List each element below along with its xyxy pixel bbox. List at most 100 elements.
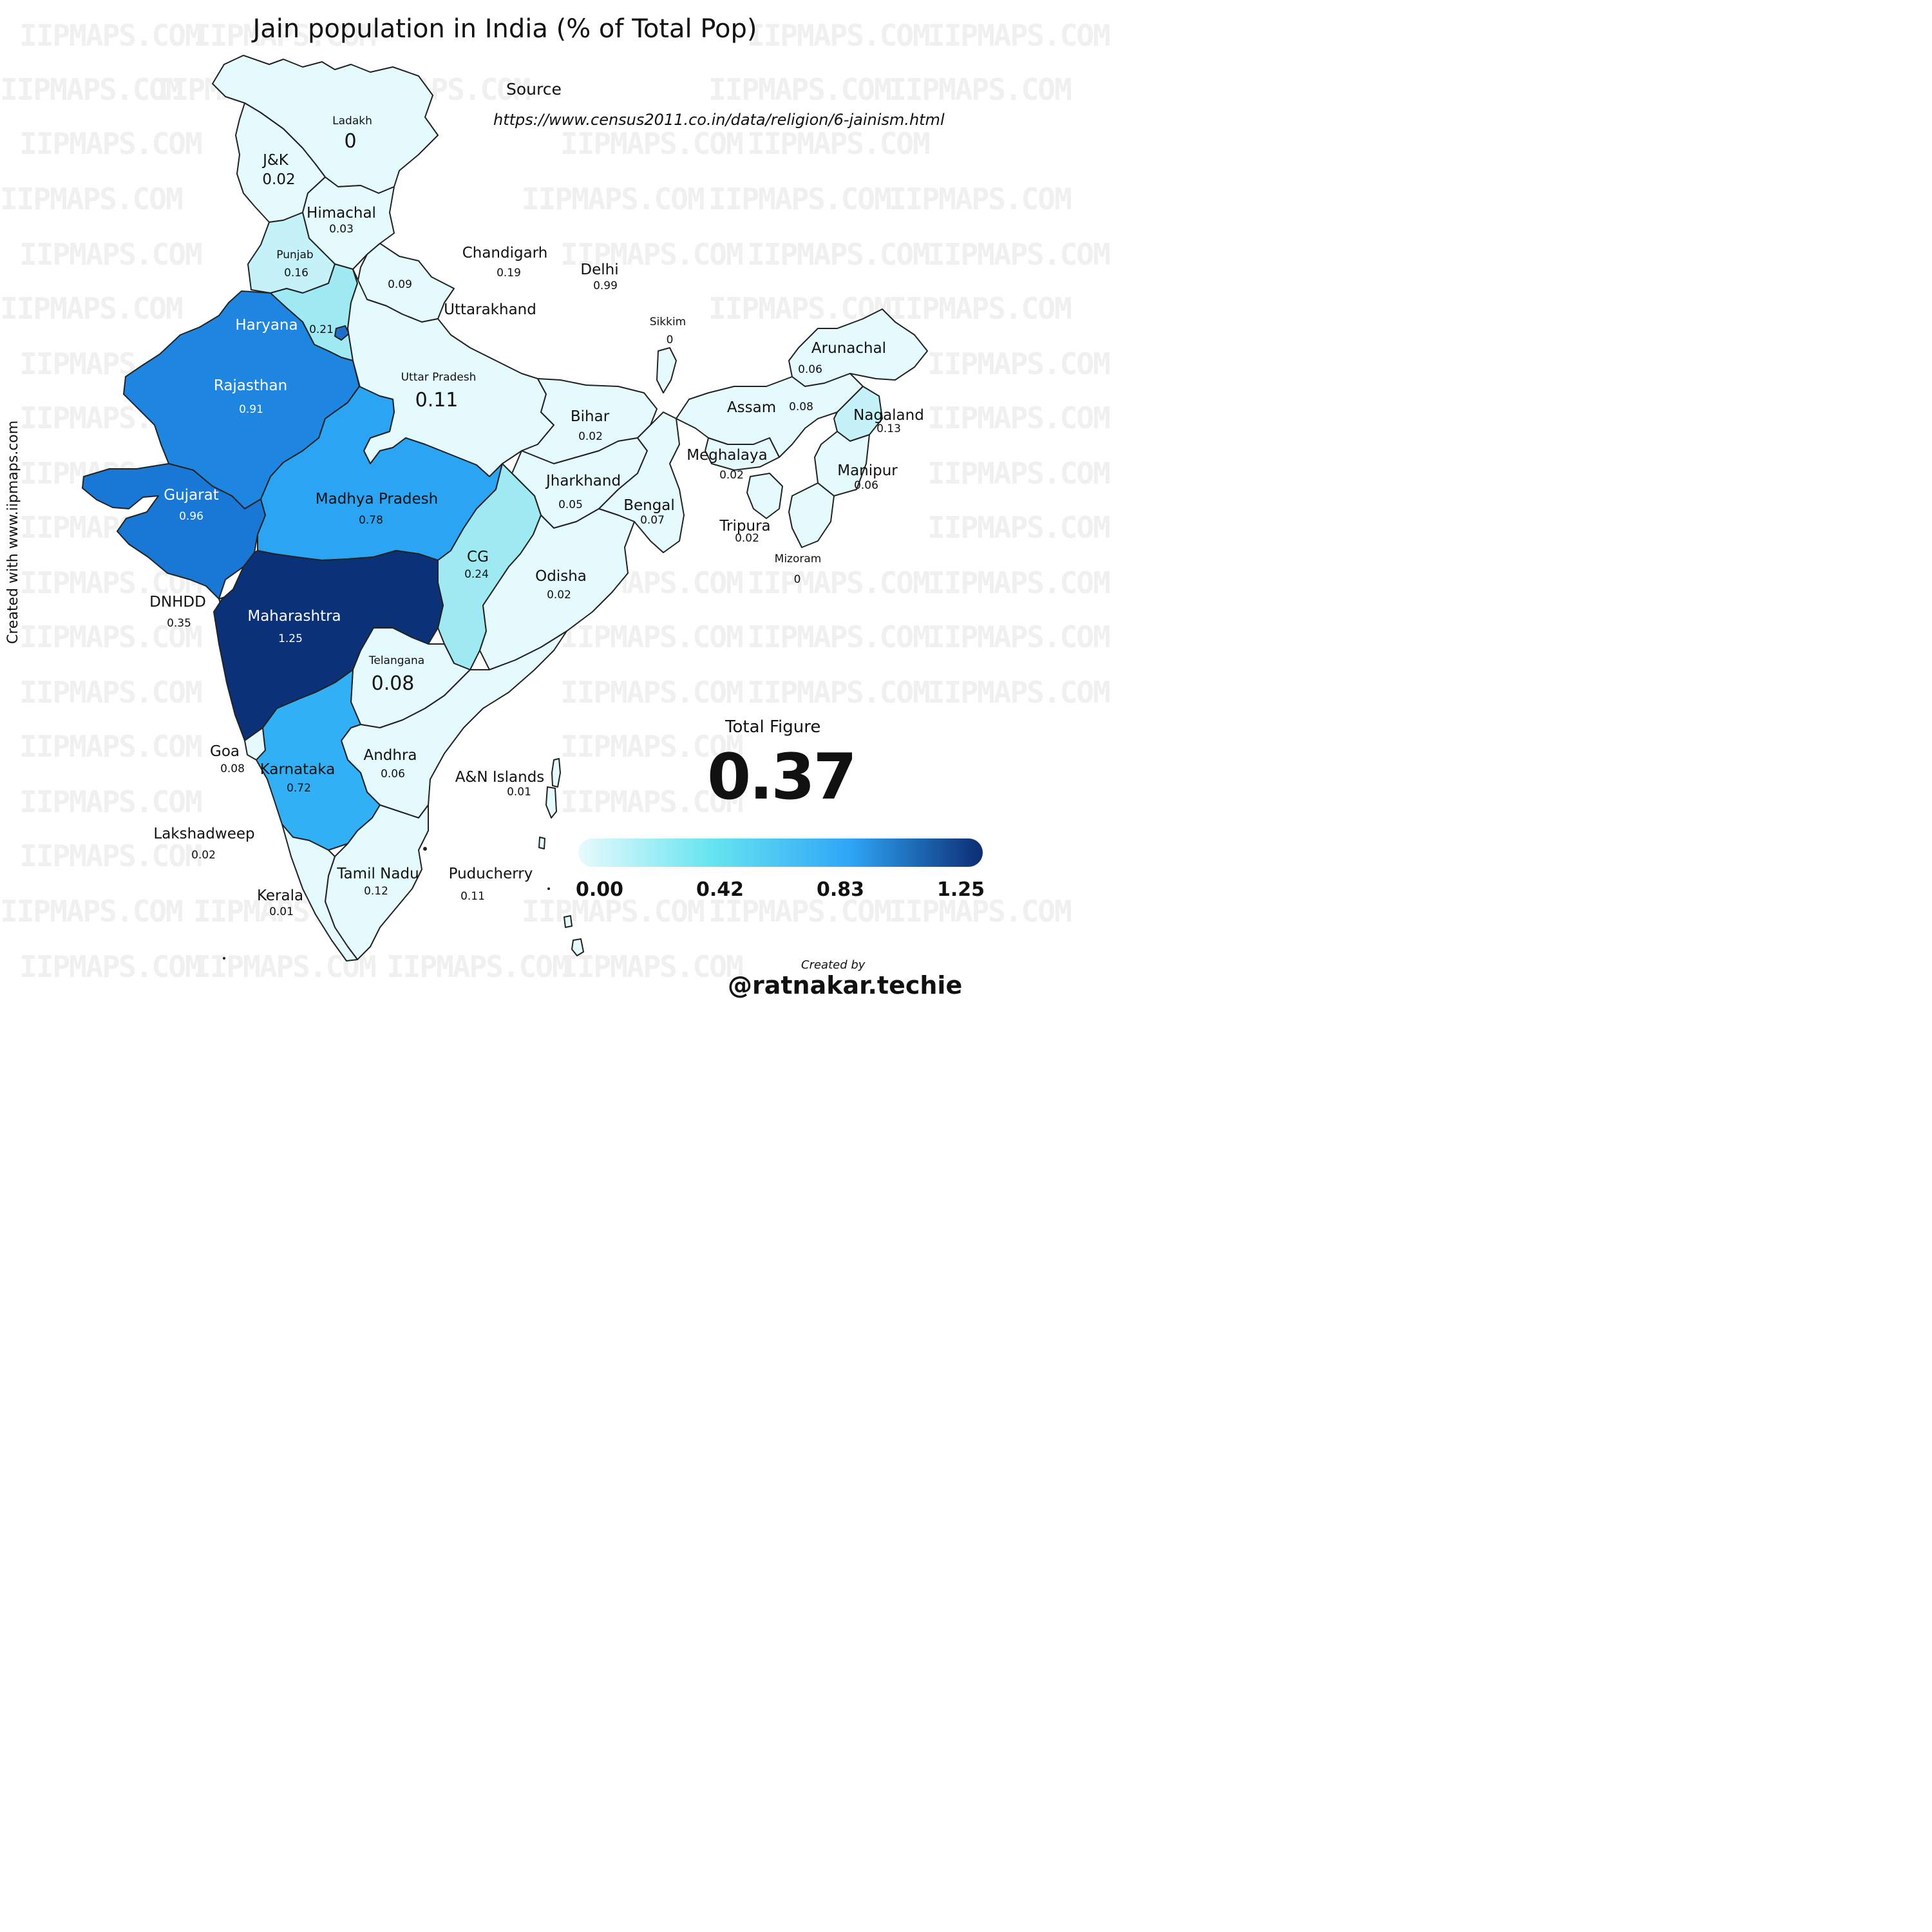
label-nagaland-name: Nagaland <box>853 407 924 424</box>
label-lakshadweep-name: Lakshadweep <box>153 826 255 842</box>
label-an-islands-name: A&N Islands <box>455 769 545 786</box>
label-chandigarh-value: 0.19 <box>497 267 521 279</box>
label-delhi-name: Delhi <box>580 261 619 278</box>
region-bengal[interactable] <box>598 412 685 553</box>
region-an-islands[interactable] <box>538 758 584 956</box>
label-haryana-name: Haryana <box>235 317 298 334</box>
region-manipur[interactable] <box>814 431 870 497</box>
watermark-text: IIPMAPS.COM <box>19 838 203 873</box>
watermark-text: IIPMAPS.COM <box>747 620 931 654</box>
legend-tick-label: 0.42 <box>696 878 744 901</box>
region-meghalaya[interactable] <box>705 437 780 471</box>
label-haryana-value: 0.21 <box>309 323 334 336</box>
watermark-text: IIPMAPS.COM <box>747 126 931 161</box>
watermark-text: IIPMAPS.COM <box>19 126 203 161</box>
label-tamilnadu-name: Tamil Nadu <box>337 866 419 882</box>
watermark-text: IIPMAPS.COM <box>747 565 931 600</box>
region-delhi[interactable] <box>334 325 350 341</box>
watermark-text: IIPMAPS.COM <box>560 620 744 654</box>
watermark-text: IIPMAPS.COM <box>927 401 1111 435</box>
watermark-text: IIPMAPS.COM <box>927 510 1111 545</box>
region-puducherry[interactable] <box>423 847 550 890</box>
label-mp-value: 0.78 <box>359 514 383 527</box>
watermark-text: IIPMAPS.COM <box>708 894 892 929</box>
label-dnhdd-value: 0.35 <box>167 617 191 630</box>
label-karnataka-name: Karnataka <box>260 761 336 778</box>
watermark-text: IIPMAPS.COM <box>927 456 1111 491</box>
label-maharashtra-value: 1.25 <box>278 632 303 645</box>
watermark-text: IIPMAPS.COM <box>19 237 203 272</box>
label-sikkim-value: 0 <box>666 334 674 346</box>
label-karnataka-value: 0.72 <box>287 782 311 795</box>
author-handle[interactable]: @ratnakar.techie <box>728 971 963 999</box>
created-by-label: Created by <box>801 958 866 972</box>
label-cg-value: 0.24 <box>464 568 489 581</box>
map-title: Jain population in India (% of Total Pop… <box>252 14 757 44</box>
region-kerala[interactable] <box>281 824 358 961</box>
region-gujarat[interactable] <box>82 463 266 600</box>
region-lakshadweep[interactable] <box>223 957 225 960</box>
label-up-name: Uttar Pradesh <box>401 371 477 384</box>
watermark-text: IIPMAPS.COM <box>560 949 744 984</box>
label-an-islands-value: 0.01 <box>507 786 531 799</box>
label-rajasthan-name: Rajasthan <box>213 377 288 394</box>
label-himachal-value: 0.03 <box>329 223 354 236</box>
label-rajasthan-value: 0.91 <box>239 403 263 416</box>
label-andhra-value: 0.06 <box>381 768 405 781</box>
label-kerala-value: 0.01 <box>269 905 294 918</box>
label-meghalaya-name: Meghalaya <box>687 447 768 464</box>
watermark-text: IIPMAPS.COM <box>708 182 892 216</box>
label-manipur-value: 0.06 <box>854 479 878 492</box>
label-arunachal-value: 0.06 <box>798 363 822 376</box>
label-telangana-name: Telangana <box>368 654 425 667</box>
india-choropleth-map <box>82 55 928 961</box>
watermark-text: IIPMAPS.COM <box>386 949 570 984</box>
label-bihar-name: Bihar <box>570 408 610 425</box>
label-meghalaya-value: 0.02 <box>719 469 744 482</box>
label-telangana-value: 0.08 <box>371 672 415 695</box>
watermark-text: IIPMAPS.COM <box>927 346 1111 381</box>
watermark-text: IIPMAPS.COM <box>747 675 931 710</box>
label-tamilnadu-value: 0.12 <box>364 885 388 898</box>
region-sikkim[interactable] <box>656 347 677 393</box>
label-goa-value: 0.08 <box>220 762 245 775</box>
label-arunachal-name: Arunachal <box>811 340 887 357</box>
label-jharkhand-value: 0.05 <box>558 498 583 511</box>
label-punjab-value: 0.16 <box>284 267 308 279</box>
watermark-text: IIPMAPS.COM <box>889 291 1072 326</box>
label-mizoram-value: 0 <box>793 573 801 586</box>
watermark-text: IIPMAPS.COM <box>927 237 1111 272</box>
label-delhi-value: 0.99 <box>593 279 618 292</box>
legend-color-bar <box>578 838 983 867</box>
watermark-text: IIPMAPS.COM <box>560 784 744 819</box>
label-bengal-value: 0.07 <box>640 514 665 527</box>
source-url-link[interactable]: https://www.census2011.co.in/data/religi… <box>493 111 945 129</box>
watermark-text: IIPMAPS.COM <box>19 18 203 53</box>
total-figure-label: Total Figure <box>725 717 821 737</box>
watermark-text: IIPMAPS.COM <box>0 72 184 107</box>
label-odisha-value: 0.02 <box>547 589 571 601</box>
watermark-text: IIPMAPS.COM <box>19 729 203 764</box>
watermark-text: IIPMAPS.COM <box>560 237 744 272</box>
region-karnataka[interactable] <box>256 669 381 851</box>
label-puducherry-value: 0.11 <box>460 890 485 903</box>
watermark-text: IIPMAPS.COM <box>927 18 1111 53</box>
label-gujarat-name: Gujarat <box>164 487 219 504</box>
region-tripura[interactable] <box>746 473 783 519</box>
watermark-text: IIPMAPS.COM <box>19 675 203 710</box>
label-cg-name: CG <box>467 549 489 565</box>
label-kerala-name: Kerala <box>256 887 304 904</box>
watermark-text: IIPMAPS.COM <box>927 565 1111 600</box>
region-mizoram[interactable] <box>788 482 835 548</box>
source-label: Source <box>506 80 562 99</box>
watermark-text: IIPMAPS.COM <box>889 894 1072 929</box>
label-chandigarh-name: Chandigarh <box>462 245 548 261</box>
label-assam-value: 0.08 <box>789 401 813 413</box>
label-goa-name: Goa <box>210 743 240 760</box>
watermark-text: IIPMAPS.COM <box>0 894 184 929</box>
label-nagaland-value: 0.13 <box>876 422 901 435</box>
label-gujarat-value: 0.96 <box>179 510 204 523</box>
watermark-text: IIPMAPS.COM <box>889 72 1072 107</box>
legend-tick-label: 1.25 <box>936 878 985 901</box>
label-tripura-value: 0.02 <box>735 532 759 545</box>
